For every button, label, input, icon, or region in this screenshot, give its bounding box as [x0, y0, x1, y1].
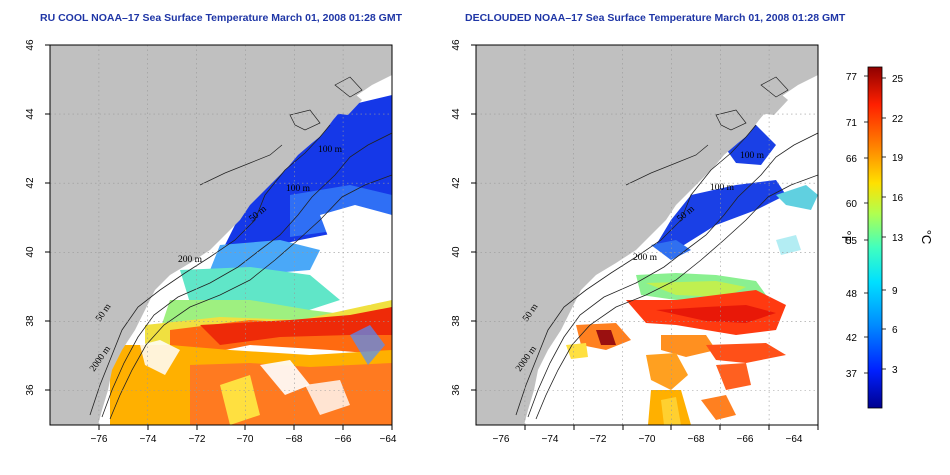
right-panel-title: DECLOUDED NOAA–17 Sea Surface Temperatur… — [465, 12, 846, 24]
right-lon-tick-76: −76 — [493, 434, 510, 445]
colorbar-gradient — [867, 66, 883, 409]
left-lon-tick-68: −68 — [286, 434, 303, 445]
right-contour-label-100m-b: 100 m — [710, 183, 735, 193]
right-contour-label-200m: 200 m — [633, 253, 658, 263]
colorbar-f-tick-77: 77 — [846, 72, 858, 83]
left-lon-tick-70: −70 — [237, 434, 254, 445]
colorbar-f-tick-71: 71 — [846, 118, 858, 129]
colorbar-fahrenheit-label: °F — [839, 230, 854, 243]
right-lat-tick-44: 44 — [451, 108, 462, 120]
left-lat-tick-42: 42 — [25, 177, 36, 189]
colorbar-f-tick-55: 55 — [846, 236, 858, 247]
right-lat-tick-40: 40 — [451, 246, 462, 258]
right-lon-tick-68: −68 — [688, 434, 705, 445]
colorbar-c-tick-16: 16 — [892, 193, 904, 204]
left-lon-tick-74: −74 — [140, 434, 157, 445]
colorbar-c-tick-9: 9 — [892, 286, 898, 297]
colorbar-c-tick-25: 25 — [892, 74, 904, 85]
right-lon-tick-64: −64 — [786, 434, 803, 445]
colorbar-f-tick-42: 42 — [846, 333, 858, 344]
right-lon-tick-66: −66 — [737, 434, 754, 445]
right-map-frame — [475, 44, 819, 426]
left-lat-tick-44: 44 — [25, 108, 36, 120]
left-lat-tick-38: 38 — [25, 315, 36, 327]
left-lon-tick-64: −64 — [380, 434, 397, 445]
left-lat-tick-36: 36 — [25, 384, 36, 396]
left-lon-tick-76: −76 — [91, 434, 108, 445]
left-contour-label-200m: 200 m — [178, 255, 203, 265]
right-lon-tick-70: −70 — [639, 434, 656, 445]
left-contour-label-100m-a: 100 m — [318, 145, 343, 155]
left-lon-tick-66: −66 — [335, 434, 352, 445]
colorbar-c-tick-6: 6 — [892, 325, 898, 336]
left-lon-tick-72: −72 — [189, 434, 206, 445]
right-lat-tick-38: 38 — [451, 315, 462, 327]
right-sst-field — [476, 45, 818, 425]
colorbar-celsius-label: °C — [919, 230, 934, 245]
colorbar-f-tick-37: 37 — [846, 369, 858, 380]
colorbar-f-tick-60: 60 — [846, 199, 858, 210]
temperature-colorbar: 77 71 66 60 55 48 42 37 25 22 19 16 13 9… — [839, 66, 934, 409]
left-lat-tick-40: 40 — [25, 246, 36, 258]
colorbar-c-tick-13: 13 — [892, 233, 904, 244]
colorbar-f-tick-66: 66 — [846, 154, 858, 165]
left-panel-title: RU COOL NOAA–17 Sea Surface Temperature … — [40, 12, 403, 24]
right-lat-tick-46: 46 — [451, 39, 462, 51]
colorbar-c-tick-22: 22 — [892, 114, 904, 125]
left-map-frame — [49, 44, 393, 426]
right-lon-tick-74: −74 — [542, 434, 559, 445]
right-map-panel: 100 m 100 m 50 m 200 m 50 m 2000 m −76 −… — [451, 39, 819, 445]
colorbar-c-tick-3: 3 — [892, 365, 898, 376]
right-lat-tick-36: 36 — [451, 384, 462, 396]
left-lat-tick-46: 46 — [25, 39, 36, 51]
colorbar-c-tick-19: 19 — [892, 153, 904, 164]
right-lat-tick-42: 42 — [451, 177, 462, 189]
colorbar-f-tick-48: 48 — [846, 289, 858, 300]
left-contour-label-100m-b: 100 m — [286, 184, 311, 194]
right-lon-tick-72: −72 — [590, 434, 607, 445]
left-map-panel: 100 m 100 m 50 m 200 m 50 m 2000 m −76 −… — [25, 39, 397, 445]
right-contour-label-100m-a: 100 m — [740, 151, 765, 161]
left-sst-field — [50, 45, 392, 425]
